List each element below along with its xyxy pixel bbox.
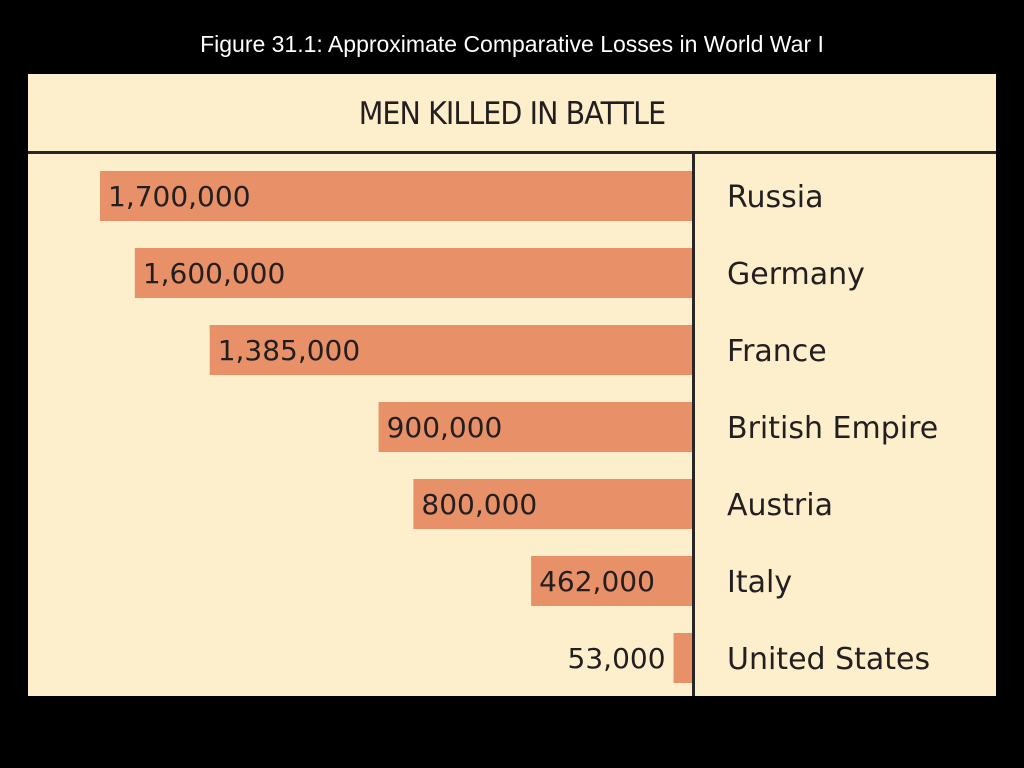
bar-value-label: 462,000 bbox=[539, 565, 655, 598]
category-label: France bbox=[727, 334, 827, 369]
bar-british-empire bbox=[378, 402, 692, 452]
category-label: British Empire bbox=[727, 411, 938, 446]
category-label: United States bbox=[727, 642, 930, 677]
chart-title: MEN KILLED IN BATTLE bbox=[358, 96, 666, 132]
bar-value-label: 800,000 bbox=[421, 488, 537, 521]
bar-value-label: 53,000 bbox=[568, 642, 666, 675]
bars-layer: 1,700,000 Russia 1,600,000 Germany 1,385,000… bbox=[100, 171, 938, 683]
bar-chart: 1,700,000 Russia 1,600,000 Germany 1,385,000… bbox=[100, 152, 938, 696]
chart-panel: MEN KILLED IN BATTLE 1,700,000 Russia 1,60… bbox=[28, 74, 996, 696]
bar-russia bbox=[100, 171, 692, 221]
category-label: Russia bbox=[727, 180, 824, 215]
category-label: Austria bbox=[727, 488, 833, 523]
bar-value-label: 1,385,000 bbox=[218, 334, 361, 367]
bar-united-states bbox=[673, 633, 692, 683]
title-divider bbox=[28, 151, 996, 154]
bar-value-label: 900,000 bbox=[387, 411, 503, 444]
category-label: Italy bbox=[727, 565, 792, 600]
category-label: Germany bbox=[727, 257, 865, 292]
bar-italy bbox=[531, 556, 692, 606]
figure-caption: Figure 31.1: Approximate Comparative Los… bbox=[200, 31, 824, 57]
bar-value-label: 1,700,000 bbox=[108, 180, 251, 213]
bar-value-label: 1,600,000 bbox=[143, 257, 286, 290]
bar-austria bbox=[413, 479, 692, 529]
bar-germany bbox=[134, 248, 692, 298]
bar-france bbox=[209, 325, 692, 375]
